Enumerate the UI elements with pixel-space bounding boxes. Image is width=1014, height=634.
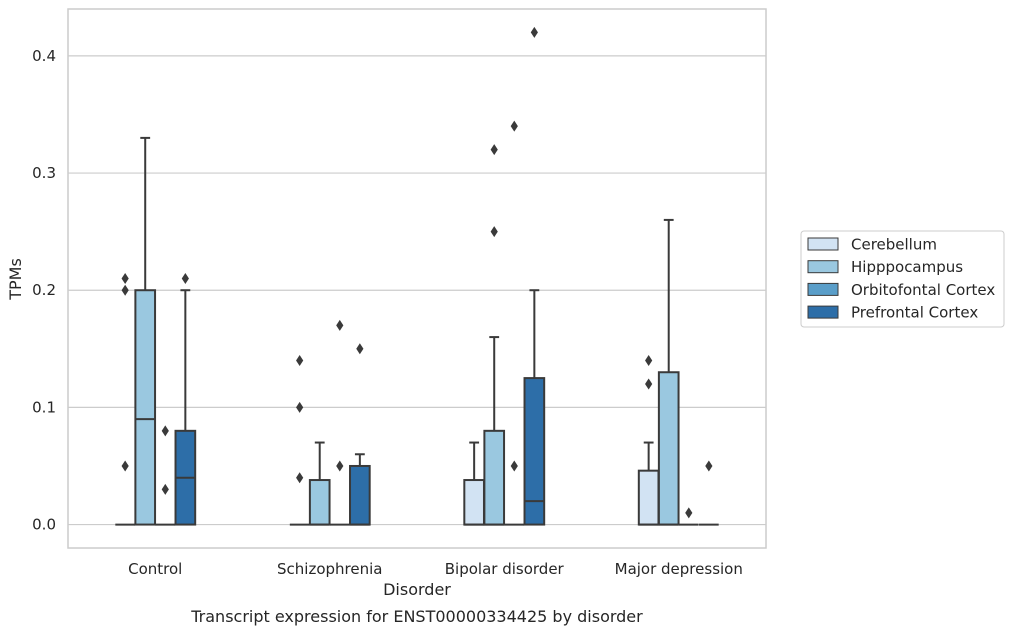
plot-frame — [67, 8, 767, 549]
outlier-point — [685, 507, 693, 519]
outlier-point — [510, 460, 518, 472]
legend-swatch — [807, 282, 839, 296]
outlier-point — [530, 26, 538, 38]
y-tick-label: 0.0 — [32, 516, 56, 534]
iqr-box — [483, 429, 506, 526]
y-axis-label: TPMs — [6, 258, 25, 301]
legend-label: Hipppocampus — [851, 258, 963, 276]
box-cerebellum — [637, 355, 660, 526]
legend-label: Orbitofontal Cortex — [851, 281, 995, 299]
box-plot-series — [115, 26, 719, 526]
iqr-box — [463, 479, 485, 526]
outlier-point — [645, 355, 653, 367]
iqr-box — [657, 371, 680, 526]
box-hipppocampus — [657, 218, 680, 526]
y-tick-label: 0.1 — [32, 398, 56, 416]
box-prefrontal-cortex — [174, 273, 197, 526]
outlier-point — [121, 284, 129, 296]
outlier-point — [161, 425, 169, 437]
outlier-point — [296, 355, 304, 367]
outlier-point — [490, 144, 498, 156]
outlier-point — [645, 378, 653, 390]
box-cerebellum — [115, 273, 135, 526]
box-hipppocampus — [134, 136, 157, 526]
y-tick-label: 0.2 — [32, 281, 56, 299]
outlier-point — [121, 460, 129, 472]
x-tick-labels: Control Schizophrenia Bipolar disorder Majo… — [128, 560, 743, 578]
y-tick-labels: 0.0 0.1 0.2 0.3 0.4 — [32, 47, 56, 534]
outlier-point — [296, 401, 304, 413]
box-prefrontal-cortex — [699, 460, 719, 526]
iqr-box — [308, 479, 331, 526]
y-tick-label: 0.3 — [32, 164, 56, 182]
x-tick-label: Control — [128, 560, 182, 578]
box-prefrontal-cortex — [349, 343, 371, 526]
box-cerebellum — [463, 441, 485, 526]
outlier-point — [336, 460, 344, 472]
outlier-point — [490, 226, 498, 238]
legend-frame — [800, 230, 1005, 328]
x-tick-label: Major depression — [615, 560, 743, 578]
figure-caption: Transcript expression for ENST0000033442… — [190, 607, 643, 626]
outlier-point — [181, 273, 189, 284]
legend-items: Cerebellum Hipppocampus Orbitofontal Corte… — [807, 236, 995, 322]
outlier-point — [121, 273, 129, 284]
iqr-box — [637, 469, 660, 526]
outlier-point — [296, 472, 304, 484]
legend-label: Prefrontal Cortex — [851, 304, 978, 322]
outlier-point — [356, 343, 364, 355]
legend-swatch — [807, 237, 839, 251]
outlier-point — [705, 460, 713, 472]
box-hipppocampus — [308, 441, 331, 526]
box-hipppocampus — [483, 144, 506, 526]
box-cerebellum — [289, 355, 310, 526]
y-tick-label: 0.4 — [32, 47, 56, 65]
box-prefrontal-cortex — [523, 26, 546, 526]
iqr-box — [523, 377, 546, 526]
iqr-box — [134, 289, 157, 526]
iqr-box — [349, 464, 371, 526]
x-tick-label: Bipolar disorder — [445, 560, 565, 578]
box-orbitofontal-cortex — [155, 425, 176, 526]
x-tick-label: Schizophrenia — [277, 560, 382, 578]
box-orbitofontal-cortex — [329, 319, 350, 526]
legend-swatch — [807, 260, 839, 274]
outlier-point — [161, 483, 169, 495]
legend: Cerebellum Hipppocampus Orbitofontal Corte… — [800, 230, 1005, 328]
outlier-point — [510, 120, 518, 132]
box-orbitofontal-cortex — [504, 120, 525, 526]
x-axis-label: Disorder — [383, 580, 451, 599]
legend-swatch — [807, 305, 839, 319]
legend-label: Cerebellum — [851, 236, 937, 254]
outlier-point — [336, 319, 344, 331]
box-orbitofontal-cortex — [678, 507, 699, 526]
